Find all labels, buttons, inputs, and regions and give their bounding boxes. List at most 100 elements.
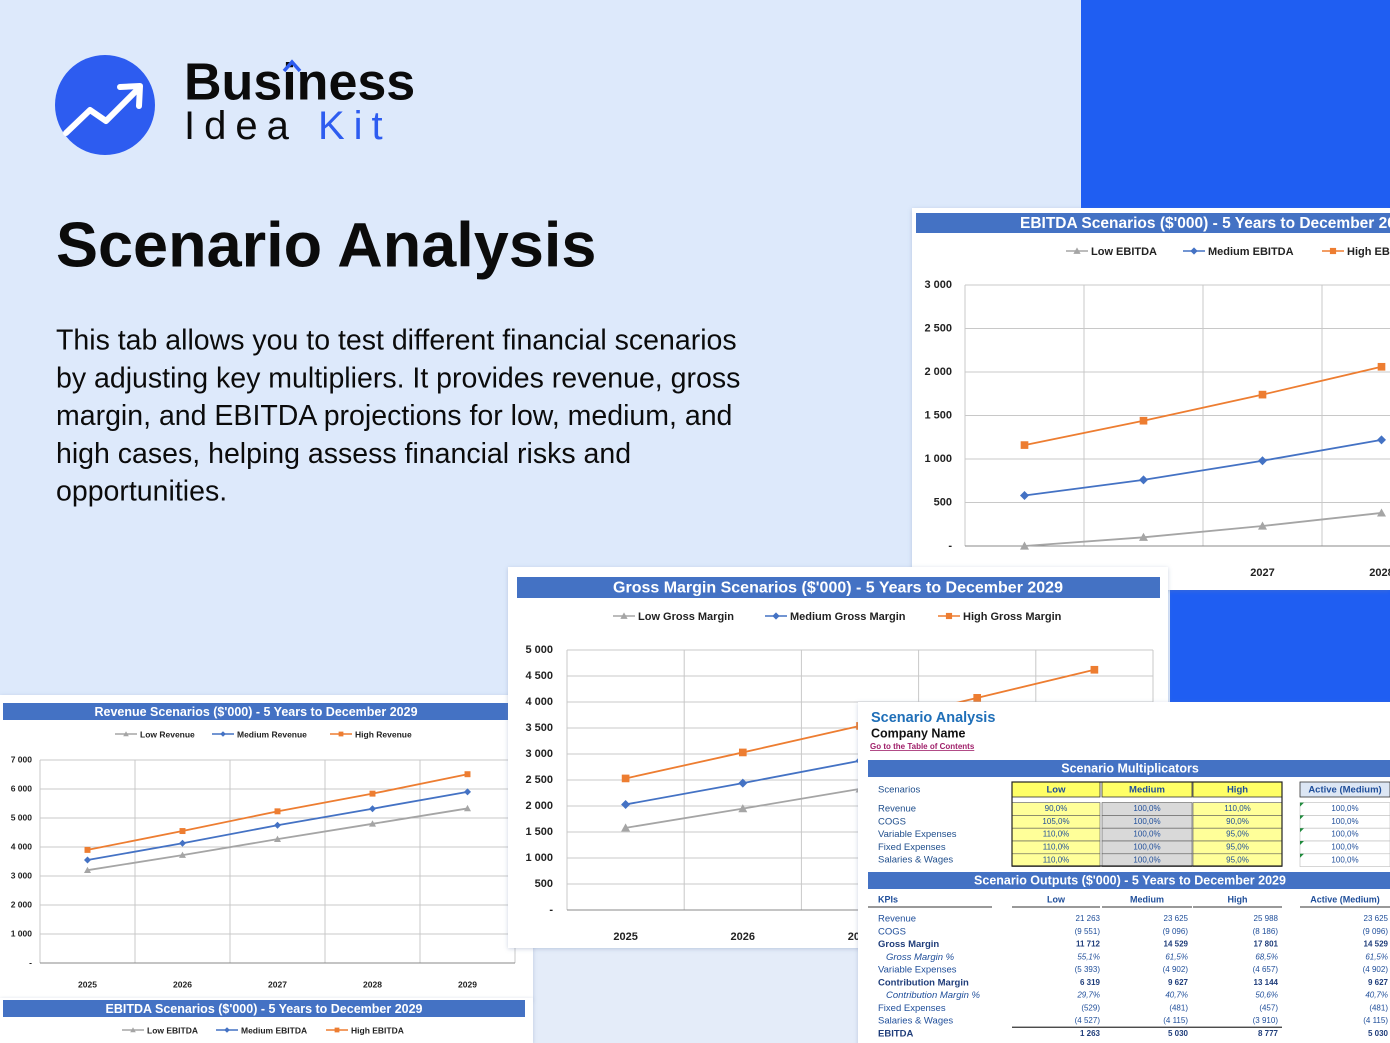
x-tick-label: 2029 xyxy=(458,979,477,989)
series-line xyxy=(1024,512,1382,547)
cell-value: (3 910) xyxy=(1253,1016,1279,1025)
cell-value: 61,5% xyxy=(1165,952,1188,961)
cell-value: 90,0% xyxy=(1045,804,1068,813)
row-label: Fixed Expenses xyxy=(878,1003,946,1014)
description-line: opportunities. xyxy=(56,476,227,508)
y-tick-label: 2 000 xyxy=(11,899,33,909)
marker-diamond xyxy=(1258,456,1267,466)
y-tick-label: 500 xyxy=(535,878,553,890)
cell-value: 50,6% xyxy=(1255,991,1278,1000)
y-tick-label: 2 500 xyxy=(924,322,952,334)
marker-square xyxy=(973,694,982,702)
legend-label: High Revenue xyxy=(355,729,412,739)
marker-triangle xyxy=(123,731,129,737)
row-label: COGS xyxy=(878,926,906,937)
marker-diamond xyxy=(84,856,91,864)
brand-sub-1: Idea xyxy=(184,104,298,148)
marker-diamond xyxy=(772,612,780,620)
cell-value: (4 902) xyxy=(1163,965,1189,974)
cell-value: 100,0% xyxy=(1133,804,1160,813)
cell-value: (481) xyxy=(1169,1003,1188,1012)
cell-value: 1 263 xyxy=(1080,1029,1101,1038)
description-line: by adjusting key multipliers. It provide… xyxy=(56,362,740,394)
header-text: Medium xyxy=(1130,894,1164,904)
legend-label: Low EBITDA xyxy=(147,1025,198,1035)
row-label: Revenue xyxy=(878,804,916,815)
marker-diamond xyxy=(1020,491,1029,501)
cell-value: 23 625 xyxy=(1364,914,1389,923)
x-tick-label: 2028 xyxy=(1369,567,1390,579)
cell-value: (4 657) xyxy=(1253,965,1279,974)
cell-flag xyxy=(1300,853,1304,858)
row-label: Variable Expenses xyxy=(878,965,957,976)
chart-header xyxy=(3,703,508,720)
legend-label: Low Gross Margin xyxy=(638,611,734,623)
header-text: Low xyxy=(1047,785,1067,796)
cell-value: 55,1% xyxy=(1077,952,1100,961)
header-text: Active (Medium) xyxy=(1308,785,1381,796)
cell-value: 5 030 xyxy=(1368,1029,1389,1038)
chart-header xyxy=(517,577,1160,598)
blue-block xyxy=(1081,0,1390,215)
marker-diamond xyxy=(464,788,471,796)
row-label: Contribution Margin % xyxy=(886,990,981,1001)
row-label: Salaries & Wages xyxy=(878,855,953,866)
legend-label: High EBITDA xyxy=(1347,246,1390,258)
header-text: KPIs xyxy=(878,894,898,904)
marker-diamond xyxy=(179,839,186,847)
cell-value: 105,0% xyxy=(1042,817,1069,826)
marker-diamond xyxy=(1377,435,1386,445)
marker-triangle xyxy=(274,835,281,842)
header-text: High xyxy=(1228,894,1248,904)
section-header xyxy=(868,872,1390,889)
company-name: Company Name xyxy=(871,726,966,740)
x-tick-label: 2025 xyxy=(613,931,637,943)
input-frame xyxy=(1011,781,1283,867)
marker-triangle xyxy=(1139,532,1148,541)
cell-value: 100,0% xyxy=(1331,843,1358,852)
marker-triangle xyxy=(179,851,186,858)
y-tick-label: - xyxy=(29,957,32,967)
cell-value: 8 777 xyxy=(1258,1029,1279,1038)
cell-value: 110,0% xyxy=(1224,804,1251,813)
marker-square xyxy=(334,1027,340,1033)
brand-sub: Idea Kit xyxy=(184,104,392,148)
y-tick-label: 500 xyxy=(934,496,952,508)
cell-flag xyxy=(1300,828,1304,833)
y-tick-label: 5 000 xyxy=(11,812,33,822)
section-title: Scenario Multiplicators xyxy=(1061,761,1199,775)
marker-triangle xyxy=(1073,247,1081,254)
cell-value: 100,0% xyxy=(1133,817,1160,826)
page-title: Scenario Analysis xyxy=(56,211,596,281)
toc-link[interactable]: Go to the Table of Contents xyxy=(870,742,975,751)
brand-accent xyxy=(282,59,302,73)
legend-label: High EBITDA xyxy=(351,1025,404,1035)
marker-triangle xyxy=(1258,521,1267,530)
marker-square xyxy=(1020,441,1029,449)
marker-square xyxy=(179,828,186,835)
section-title: Scenario Outputs ($'000) - 5 Years to De… xyxy=(974,873,1286,887)
charts: EBITDA Scenarios ($'000) - 5 Years to De… xyxy=(0,208,1390,1043)
cell-value: 13 144 xyxy=(1254,978,1279,987)
cell-value: 9 627 xyxy=(1368,978,1389,987)
marker-triangle xyxy=(1020,541,1029,550)
x-tick-label: 2026 xyxy=(173,979,192,989)
chart-title: EBITDA Scenarios ($'000) - 5 Years to De… xyxy=(105,1002,422,1016)
marker-square xyxy=(274,808,281,815)
y-tick-label: 3 500 xyxy=(525,722,553,734)
x-tick-label: 2025 xyxy=(78,979,97,989)
y-tick-label: 2 000 xyxy=(525,800,553,812)
cell-value: (8 186) xyxy=(1253,927,1279,936)
legend-label: Medium EBITDA xyxy=(241,1025,307,1035)
marker-diamond xyxy=(220,731,226,737)
y-tick-label: 2 500 xyxy=(525,774,553,786)
chart-title: Revenue Scenarios ($'000) - 5 Years to D… xyxy=(94,705,417,719)
cell-value: (9 551) xyxy=(1075,927,1101,936)
cell-value: (457) xyxy=(1259,1003,1278,1012)
chart: Revenue Scenarios ($'000) - 5 Years to D… xyxy=(0,695,533,1000)
marker-diamond xyxy=(369,805,376,813)
cell-value: 100,0% xyxy=(1331,855,1358,864)
table-title: Scenario Analysis xyxy=(871,710,995,726)
series-line xyxy=(1024,438,1382,497)
